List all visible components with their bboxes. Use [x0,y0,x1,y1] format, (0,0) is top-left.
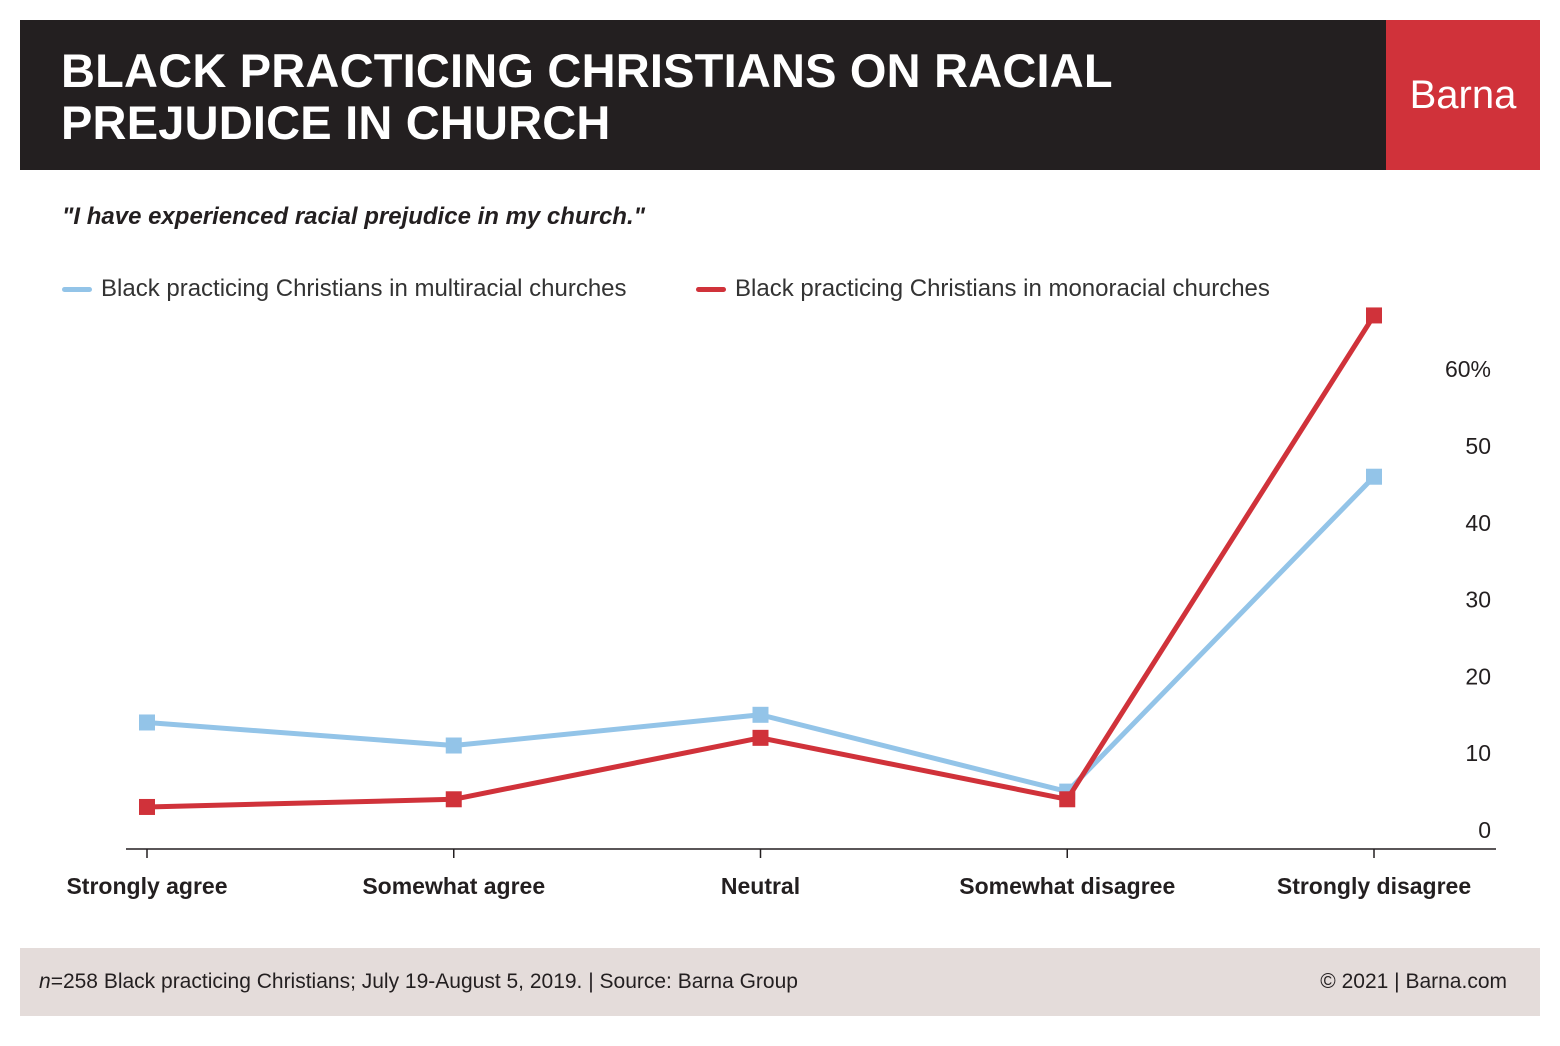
legend-item-multiracial: Black practicing Christians in multiraci… [62,275,627,303]
page-title: BLACK PRACTICING CHRISTIANS ON RACIAL PR… [61,44,1112,149]
data-point-0 [445,737,462,754]
legend-label-multiracial: Black practicing Christians in multiraci… [101,275,627,302]
data-point-0 [139,714,155,731]
footer-copyright: © 2021 | Barna.com [1320,970,1507,993]
y-tick-label: 30 [1465,587,1491,613]
x-tick-label: Neutral [721,873,800,899]
y-tick-label: 0 [1478,817,1491,843]
footer-source: n=258 Black practicing Christians; July … [39,970,798,994]
x-tick-label: Strongly disagree [1277,873,1471,899]
footer-bar: n=258 Black practicing Christians; July … [20,948,1540,1016]
y-tick-label: 50 [1465,433,1491,459]
sample-description: =258 Black practicing Christians; July 1… [50,970,798,993]
legend-label-monoracial: Black practicing Christians in monoracia… [735,275,1270,302]
line-chart: Strongly agree Somewhat agree Neutral Somew… [66,307,1496,899]
x-tick-label: Somewhat disagree [959,873,1175,899]
legend-swatch-monoracial [696,286,726,292]
legend-item-monoracial: Black practicing Christians in monoracia… [696,275,1270,303]
brand-logo: Barna [1386,20,1540,170]
legend-swatch-multiracial [62,286,92,292]
data-point-1 [752,729,769,746]
data-point-0 [752,706,769,723]
x-tick-label: Strongly agree [66,873,227,899]
data-point-1 [1059,791,1076,808]
data-point-1 [139,798,155,815]
y-tick-label: 40 [1465,510,1491,536]
y-tick-label: 60% [1445,356,1491,382]
sample-size-label: n [39,970,51,993]
chart-question: "I have experienced racial prejudice in … [62,203,645,230]
header-bar: BLACK PRACTICING CHRISTIANS ON RACIAL PR… [20,20,1386,170]
x-tick-label: Somewhat agree [362,873,545,899]
data-point-1 [1366,307,1382,324]
y-tick-label: 20 [1465,663,1491,689]
data-point-0 [1366,468,1382,485]
data-point-1 [445,791,462,808]
y-tick-label: 10 [1465,740,1491,766]
